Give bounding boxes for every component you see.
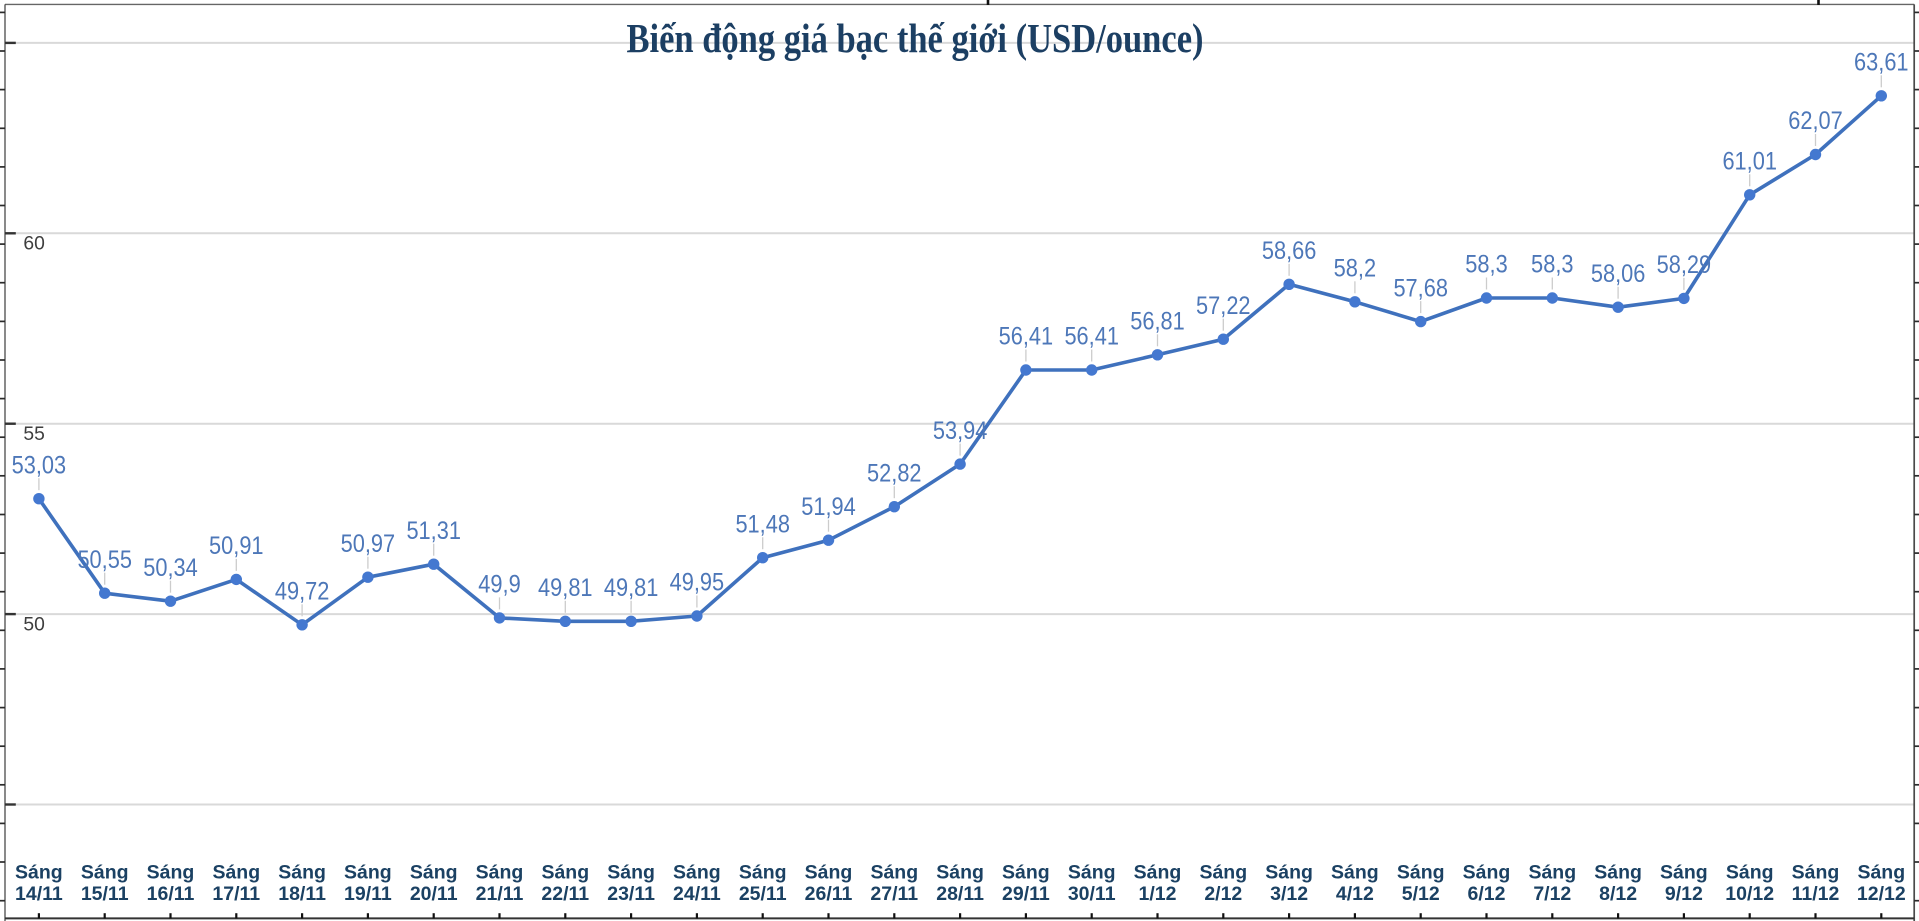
svg-text:Sáng: Sáng <box>1857 861 1905 883</box>
svg-text:9/12: 9/12 <box>1665 883 1703 905</box>
svg-text:Sáng: Sáng <box>410 861 458 883</box>
svg-text:Sáng: Sáng <box>15 861 63 883</box>
svg-text:2/12: 2/12 <box>1204 883 1242 905</box>
svg-text:23/11: 23/11 <box>607 883 655 905</box>
svg-text:Sáng: Sáng <box>344 861 392 883</box>
svg-text:Sáng: Sáng <box>673 861 721 883</box>
svg-text:58,2: 58,2 <box>1334 255 1377 283</box>
svg-text:8/12: 8/12 <box>1599 883 1637 905</box>
svg-text:17/11: 17/11 <box>212 883 260 905</box>
svg-text:Sáng: Sáng <box>870 861 918 883</box>
svg-text:60: 60 <box>23 234 44 255</box>
svg-text:Sáng: Sáng <box>476 861 524 883</box>
svg-text:50,97: 50,97 <box>341 530 396 558</box>
svg-text:58,29: 58,29 <box>1657 251 1712 279</box>
svg-text:1/12: 1/12 <box>1139 883 1177 905</box>
svg-text:61,01: 61,01 <box>1722 148 1777 176</box>
svg-text:22/11: 22/11 <box>541 883 589 905</box>
svg-text:7/12: 7/12 <box>1533 883 1571 905</box>
svg-text:56,41: 56,41 <box>999 323 1054 351</box>
svg-text:Sáng: Sáng <box>541 861 589 883</box>
svg-text:12/12: 12/12 <box>1857 883 1906 905</box>
svg-text:53,94: 53,94 <box>933 417 988 445</box>
svg-text:21/11: 21/11 <box>476 883 524 905</box>
svg-text:Sáng: Sáng <box>1792 861 1840 883</box>
svg-text:Sáng: Sáng <box>212 861 260 883</box>
svg-text:19/11: 19/11 <box>344 883 392 905</box>
svg-text:50,91: 50,91 <box>209 532 264 560</box>
svg-text:18/11: 18/11 <box>278 883 326 905</box>
svg-text:20/11: 20/11 <box>410 883 458 905</box>
svg-text:Sáng: Sáng <box>1068 861 1116 883</box>
svg-text:Sáng: Sáng <box>936 861 984 883</box>
svg-text:58,3: 58,3 <box>1465 251 1508 279</box>
svg-text:Sáng: Sáng <box>1331 861 1379 883</box>
svg-text:Sáng: Sáng <box>81 861 129 883</box>
svg-text:50: 50 <box>23 614 44 635</box>
svg-text:51,31: 51,31 <box>406 517 461 545</box>
svg-text:Sáng: Sáng <box>805 861 853 883</box>
svg-text:51,48: 51,48 <box>735 510 790 538</box>
svg-text:3/12: 3/12 <box>1270 883 1308 905</box>
svg-text:26/11: 26/11 <box>805 883 853 905</box>
svg-text:49,81: 49,81 <box>604 574 659 602</box>
svg-text:16/11: 16/11 <box>147 883 195 905</box>
svg-text:Sáng: Sáng <box>1594 861 1642 883</box>
svg-text:Biến động giá bạc thế giới (US: Biến động giá bạc thế giới (USD/ounce) <box>627 15 1204 61</box>
svg-text:6/12: 6/12 <box>1468 883 1506 905</box>
svg-text:53,03: 53,03 <box>12 451 67 479</box>
svg-text:29/11: 29/11 <box>1002 883 1050 905</box>
svg-text:Sáng: Sáng <box>1199 861 1247 883</box>
svg-text:58,06: 58,06 <box>1591 260 1646 288</box>
svg-text:Sáng: Sáng <box>147 861 195 883</box>
svg-text:Sáng: Sáng <box>1726 861 1774 883</box>
svg-text:62,07: 62,07 <box>1788 107 1843 135</box>
svg-text:49,95: 49,95 <box>670 569 725 597</box>
svg-text:57,68: 57,68 <box>1393 274 1448 302</box>
svg-text:Sáng: Sáng <box>1134 861 1182 883</box>
svg-text:52,82: 52,82 <box>867 459 922 487</box>
svg-text:28/11: 28/11 <box>936 883 984 905</box>
svg-text:10/12: 10/12 <box>1725 883 1774 905</box>
svg-text:63,61: 63,61 <box>1854 49 1909 77</box>
svg-text:49,72: 49,72 <box>275 578 330 606</box>
svg-text:5/12: 5/12 <box>1402 883 1440 905</box>
svg-text:15/11: 15/11 <box>81 883 129 905</box>
svg-text:27/11: 27/11 <box>870 883 918 905</box>
svg-text:4/12: 4/12 <box>1336 883 1374 905</box>
svg-text:14/11: 14/11 <box>15 883 63 905</box>
svg-text:58,66: 58,66 <box>1262 237 1317 265</box>
svg-text:55: 55 <box>23 424 44 445</box>
svg-text:56,81: 56,81 <box>1130 308 1185 336</box>
svg-text:49,81: 49,81 <box>538 574 593 602</box>
svg-text:25/11: 25/11 <box>739 883 787 905</box>
svg-text:Sáng: Sáng <box>1528 861 1576 883</box>
svg-text:11/12: 11/12 <box>1792 883 1840 905</box>
svg-text:50,55: 50,55 <box>77 546 132 574</box>
svg-text:Sáng: Sáng <box>278 861 326 883</box>
svg-text:Sáng: Sáng <box>607 861 655 883</box>
svg-text:Sáng: Sáng <box>1463 861 1511 883</box>
svg-text:49,9: 49,9 <box>478 571 521 599</box>
svg-text:56,41: 56,41 <box>1064 323 1119 351</box>
svg-text:57,22: 57,22 <box>1196 292 1251 320</box>
svg-text:50,34: 50,34 <box>143 554 198 582</box>
svg-text:Sáng: Sáng <box>1265 861 1313 883</box>
svg-text:24/11: 24/11 <box>673 883 721 905</box>
svg-text:Sáng: Sáng <box>1002 861 1050 883</box>
svg-text:58,3: 58,3 <box>1531 251 1574 279</box>
svg-text:30/11: 30/11 <box>1068 883 1116 905</box>
svg-text:Sáng: Sáng <box>1660 861 1708 883</box>
svg-text:Sáng: Sáng <box>739 861 787 883</box>
svg-text:51,94: 51,94 <box>801 493 856 521</box>
svg-text:Sáng: Sáng <box>1397 861 1445 883</box>
